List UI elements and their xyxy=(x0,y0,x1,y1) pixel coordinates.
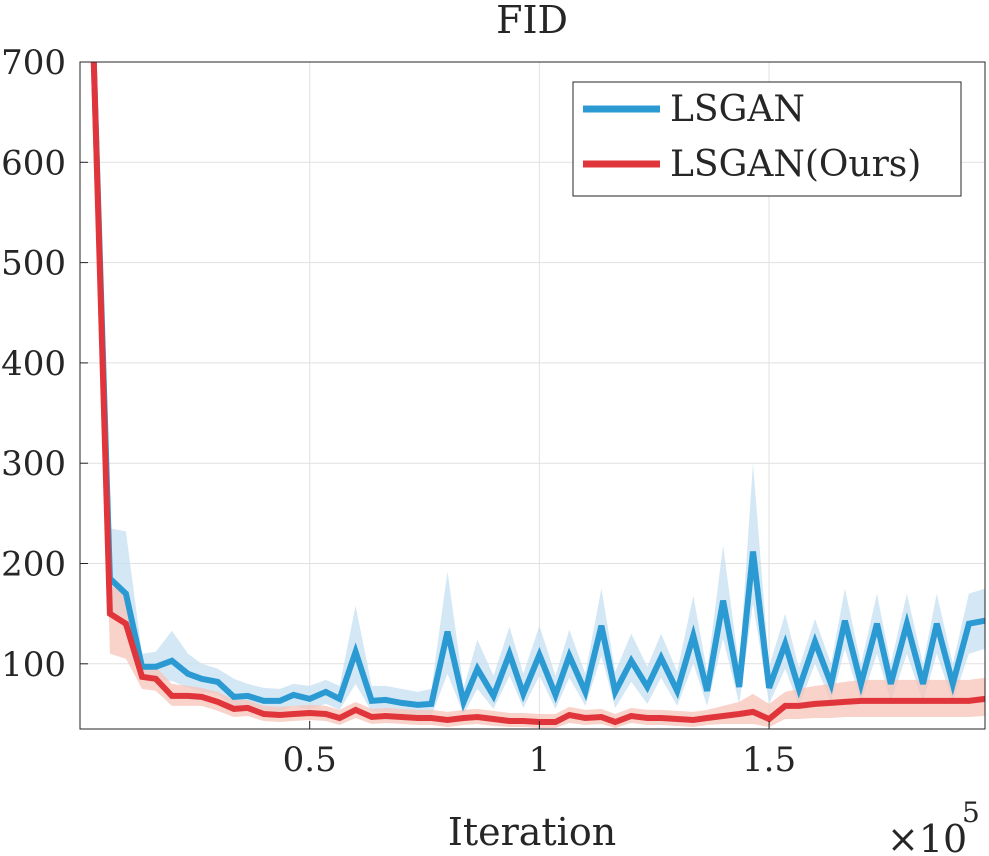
confidence-bands xyxy=(93,62,986,728)
x-tick-label-0: 0.5 xyxy=(283,740,337,780)
y-tick-label-6: 700 xyxy=(1,43,66,83)
x-tick-label-2: 1.5 xyxy=(742,740,796,780)
x-exponent-base: ×10 xyxy=(887,817,967,856)
line-series-0 xyxy=(90,61,986,712)
y-tick-label-0: 100 xyxy=(1,645,66,685)
legend-box xyxy=(572,81,962,197)
x-tick-label-1: 1 xyxy=(529,740,551,780)
y-tick-label-2: 300 xyxy=(1,444,66,484)
chart-title: FID xyxy=(496,0,568,42)
y-tick-label-3: 400 xyxy=(1,344,66,384)
y-tick-label-5: 600 xyxy=(1,143,66,183)
legend-label-lsgan: LSGAN xyxy=(670,89,805,130)
y-tick-label-4: 500 xyxy=(1,244,66,284)
band-series-0 xyxy=(93,62,986,716)
y-tick-label-1: 200 xyxy=(1,545,66,585)
x-exponent-power: 5 xyxy=(962,796,980,829)
x-exponent-label: ×10 5 xyxy=(887,796,980,856)
y-tick-labels: 100 200 300 400 500 600 700 xyxy=(1,43,88,685)
x-axis-label: Iteration xyxy=(448,810,616,854)
legend-label-lsgan-ours: LSGAN(Ours) xyxy=(670,144,921,185)
x-tick-labels: 0.5 1 1.5 xyxy=(283,721,796,780)
legend: LSGAN LSGAN(Ours) xyxy=(572,81,962,197)
plot-frame xyxy=(79,61,986,730)
